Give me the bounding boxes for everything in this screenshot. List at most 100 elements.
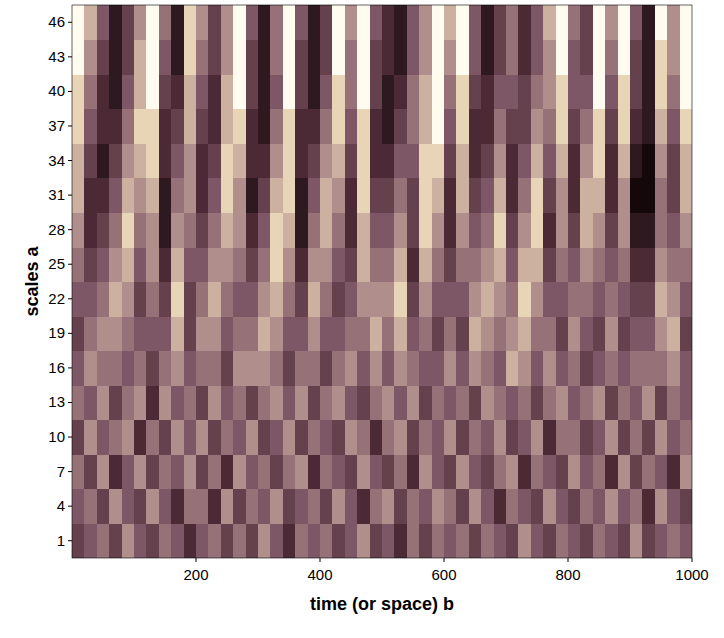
cell [469,420,482,455]
cell [680,247,692,282]
cell [642,385,655,420]
cell [196,385,209,420]
cell [208,351,221,386]
cell [283,282,296,317]
cell [122,247,135,282]
cell [332,5,345,40]
cell [345,351,358,386]
cell [171,523,184,558]
cell [543,74,556,109]
cell [308,143,321,178]
cell [221,40,234,75]
cell [320,5,333,40]
cell [122,523,135,558]
cell [605,316,618,351]
cell [146,420,159,455]
cell [630,109,643,144]
cell [407,351,420,386]
cell [518,5,531,40]
cell [580,74,593,109]
cell [494,489,507,524]
cell [518,385,531,420]
cell [134,247,147,282]
cell [506,385,519,420]
cell [109,351,122,386]
cell [618,247,631,282]
cell [630,282,643,317]
cell [580,109,593,144]
cell [246,420,259,455]
cell [444,247,457,282]
cell [642,282,655,317]
cell [295,282,308,317]
cell [531,247,544,282]
cell [233,420,246,455]
cell [382,523,395,558]
cell [159,143,172,178]
cell [332,454,345,489]
cell [283,316,296,351]
cell [221,109,234,144]
cell [146,523,159,558]
cell [320,489,333,524]
cell [345,212,358,247]
cell [556,40,569,75]
cell [72,282,85,317]
cell [680,5,692,40]
cell [295,247,308,282]
cells [72,5,692,558]
cell [531,212,544,247]
cell [72,74,85,109]
cell [456,40,469,75]
cell [370,489,383,524]
y-tick-label: 13 [48,393,65,410]
cell [642,420,655,455]
cell [432,282,445,317]
cell [481,351,494,386]
cell [481,247,494,282]
cell [444,351,457,386]
cell [456,109,469,144]
cell [556,109,569,144]
cell [84,143,97,178]
cell [258,523,271,558]
x-tick [444,558,445,562]
cell [481,523,494,558]
cell [308,247,321,282]
cell [246,74,259,109]
cell [469,247,482,282]
cell [481,212,494,247]
cell [320,143,333,178]
cell [84,454,97,489]
cell [258,74,271,109]
cell [593,420,606,455]
cell [270,351,283,386]
cell [320,74,333,109]
cell [642,316,655,351]
cell [432,316,445,351]
cell [357,282,370,317]
cell [444,489,457,524]
cell [84,5,97,40]
cell [394,489,407,524]
cell [506,247,519,282]
cell [345,316,358,351]
cell [246,454,259,489]
cell [630,74,643,109]
cell [97,316,110,351]
cell [146,212,159,247]
cell [208,454,221,489]
cell [556,178,569,213]
cell [196,351,209,386]
cell [109,5,122,40]
y-tick-label: 1 [57,532,65,549]
cell [357,420,370,455]
cell [345,74,358,109]
cell [308,212,321,247]
cell [109,109,122,144]
cell [568,282,581,317]
cell [680,282,692,317]
cell [655,212,668,247]
cell [109,178,122,213]
cell [556,523,569,558]
